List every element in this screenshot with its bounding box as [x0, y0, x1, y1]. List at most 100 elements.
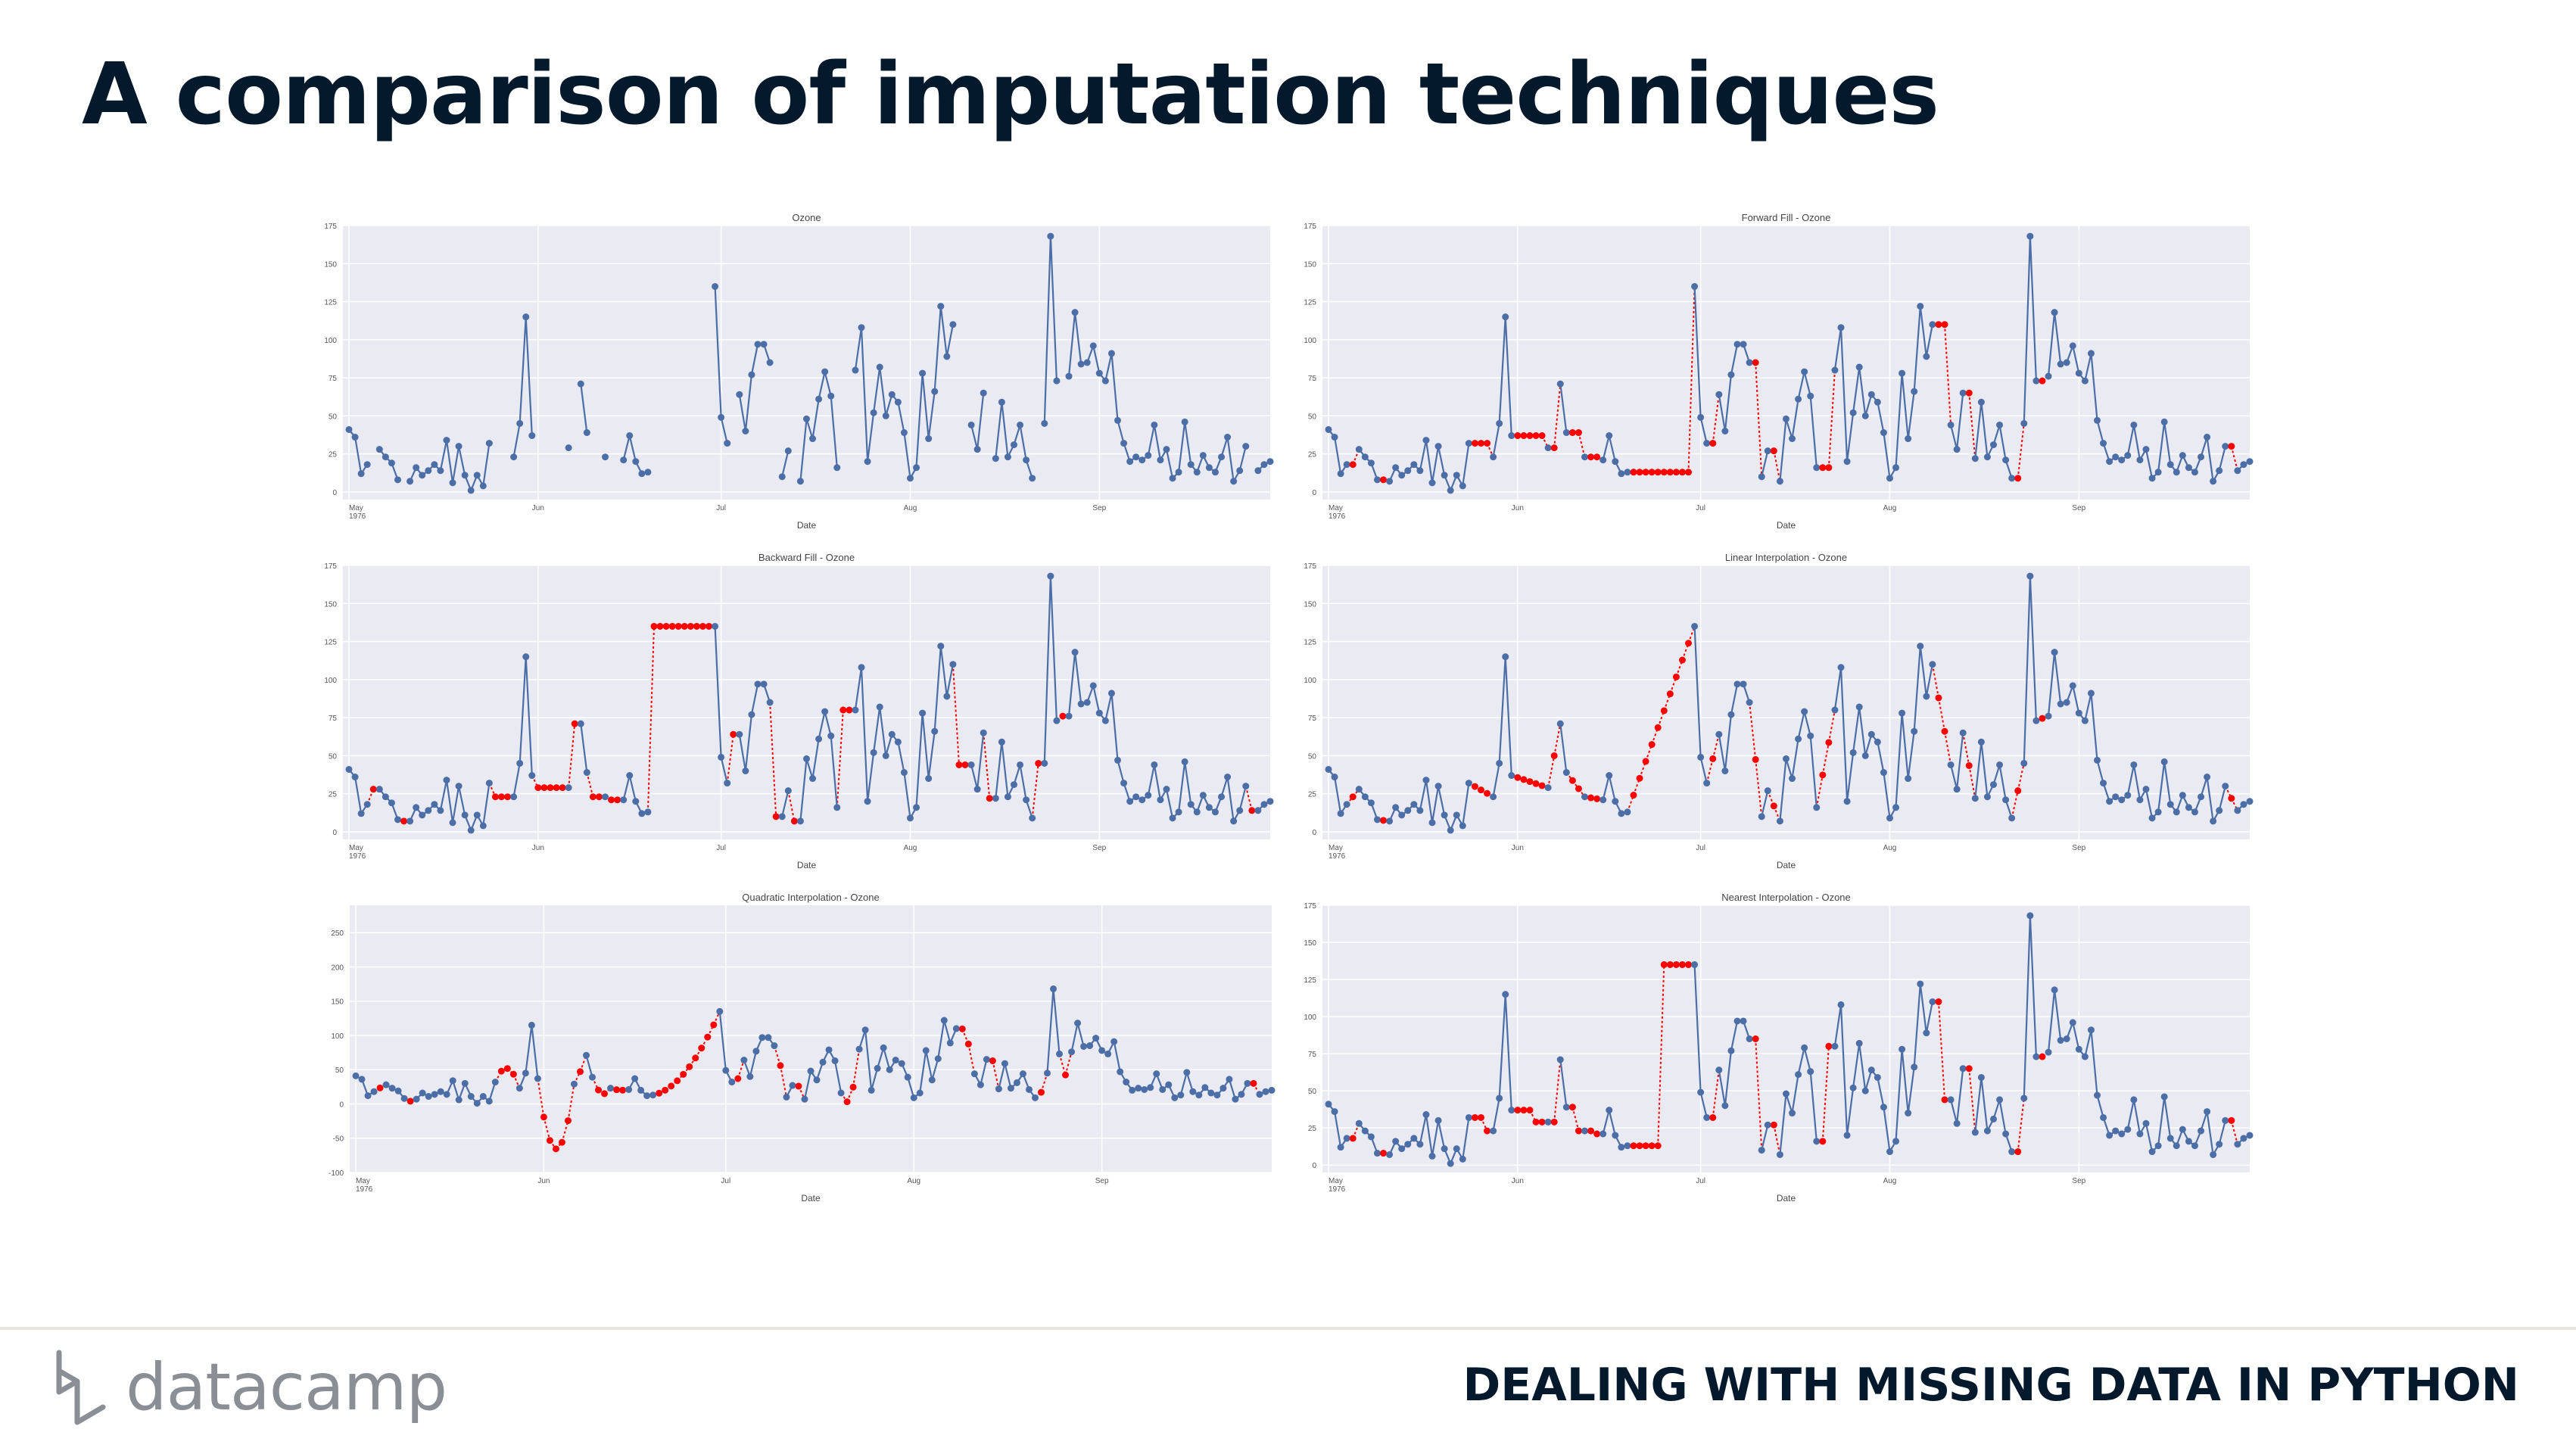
imputed-point	[2039, 377, 2046, 385]
imputed-point	[1575, 1127, 1582, 1135]
observed-point	[649, 1091, 657, 1099]
imputed-point	[1514, 432, 1522, 440]
imputed-point	[1666, 469, 1674, 476]
imputed-point	[613, 1086, 621, 1094]
observed-point	[1496, 1094, 1503, 1102]
observed-point	[2216, 1141, 2223, 1148]
observed-point	[809, 775, 817, 783]
slide-title: A comparison of imputation techniques	[82, 45, 1939, 144]
observed-point	[1490, 1127, 1497, 1135]
observed-point	[1219, 1085, 1227, 1092]
observed-point	[1107, 350, 1115, 357]
observed-point	[2204, 434, 2211, 441]
observed-point	[1758, 813, 1765, 820]
imputed-point	[1648, 469, 1656, 476]
y-tick-label: 0	[1312, 489, 1316, 497]
observed-point	[1181, 758, 1188, 765]
observed-point	[2160, 1093, 2168, 1101]
observed-point	[1095, 369, 1103, 377]
imputed-segment	[1937, 697, 1946, 732]
observed-point	[837, 1089, 845, 1097]
observed-point	[1691, 961, 1699, 968]
observed-point	[1867, 1066, 1875, 1074]
observed-point	[1727, 1047, 1735, 1054]
observed-point	[748, 711, 755, 718]
observed-point	[467, 487, 475, 494]
observed-point	[778, 813, 786, 820]
imputed-point	[662, 622, 670, 630]
observed-point	[2166, 801, 2174, 808]
imputed-segment	[1821, 1046, 1830, 1141]
observed-point	[1789, 435, 1796, 443]
observed-point	[1996, 761, 2004, 768]
imputed-point	[1520, 432, 1528, 440]
y-tick-label: 175	[324, 223, 337, 231]
observed-point	[1017, 761, 1024, 768]
x-tick-label: May 1976	[1328, 844, 1346, 861]
observed-point	[937, 643, 945, 650]
observed-point	[867, 1086, 875, 1094]
observed-point	[1428, 1152, 1436, 1160]
observed-point	[1983, 1127, 1991, 1135]
observed-point	[1544, 1118, 1552, 1126]
observed-point	[852, 706, 859, 714]
imputed-point	[1678, 656, 1686, 664]
observed-point	[712, 622, 719, 630]
observed-point	[2154, 469, 2162, 476]
observed-point	[1886, 1148, 1893, 1156]
imputed-segment	[983, 733, 991, 799]
observed-point	[1120, 780, 1128, 787]
observed-point	[2081, 377, 2089, 385]
observed-point	[1205, 464, 1213, 472]
observed-point	[1789, 775, 1796, 783]
observed-point	[1367, 459, 1375, 467]
observed-point	[2198, 793, 2205, 801]
imputed-point	[710, 1021, 718, 1029]
observed-point	[1867, 391, 1875, 398]
observed-point	[754, 680, 762, 688]
imputed-segment	[567, 1084, 575, 1121]
imputed-point	[1678, 469, 1686, 476]
observed-point	[1721, 768, 1729, 774]
observed-point	[1114, 756, 1122, 764]
imputed-point	[1672, 961, 1680, 968]
imputed-point	[964, 1040, 972, 1048]
observed-point	[1715, 730, 1723, 738]
x-tick-label: Sep	[1092, 504, 1106, 512]
observed-point	[1508, 1107, 1515, 1114]
observed-point	[632, 798, 640, 805]
imputed-segment	[1712, 1070, 1720, 1118]
observed-point	[2154, 808, 2162, 816]
observed-point	[1029, 814, 1036, 822]
observed-point	[632, 458, 640, 466]
observed-point	[973, 446, 981, 453]
imputed-point	[958, 1025, 966, 1032]
imputed-point	[2014, 1148, 2022, 1156]
imputed-point	[961, 761, 969, 768]
observed-point	[1213, 1091, 1221, 1099]
imputed-point	[1526, 778, 1534, 786]
observed-point	[1807, 732, 1814, 740]
observed-point	[2051, 649, 2058, 656]
observed-point	[1892, 1138, 1900, 1145]
imputed-point	[1477, 440, 1484, 447]
imputed-point	[1520, 776, 1528, 783]
imputed-segment	[1821, 742, 1830, 776]
observed-point	[2222, 443, 2229, 450]
observed-point	[461, 811, 469, 819]
observed-point	[2051, 986, 2058, 994]
observed-point	[1880, 1104, 1887, 1111]
observed-point	[1343, 801, 1350, 808]
observed-point	[1776, 478, 1783, 485]
observed-point	[1151, 761, 1158, 768]
observed-point	[2130, 761, 2138, 768]
y-tick-label: 75	[1308, 375, 1317, 383]
imputed-segment	[568, 724, 576, 788]
observed-point	[1138, 456, 1146, 464]
observed-point	[858, 324, 865, 332]
observed-point	[1447, 827, 1454, 834]
imputed-point	[1660, 961, 1668, 968]
observed-point	[522, 653, 530, 661]
imputed-point	[509, 1070, 517, 1078]
observed-point	[771, 1042, 778, 1050]
